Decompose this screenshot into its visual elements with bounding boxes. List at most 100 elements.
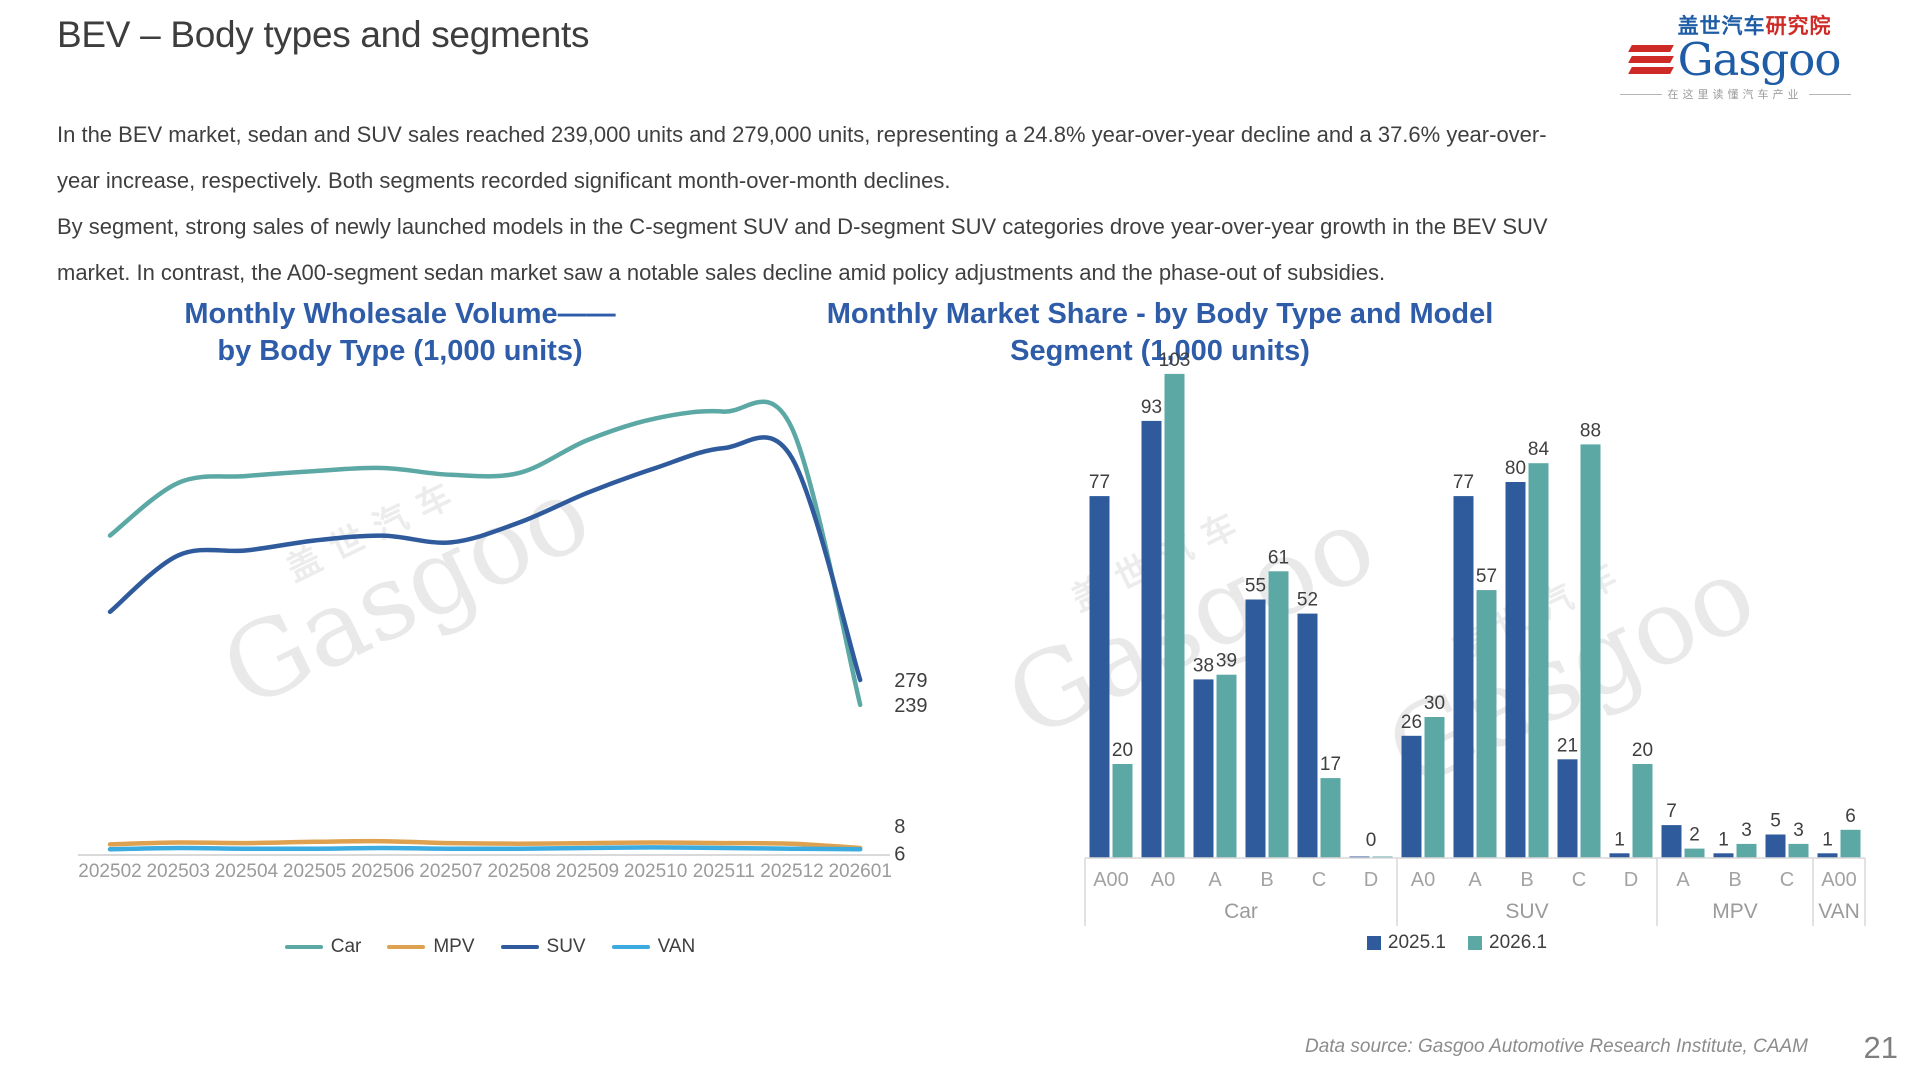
segment-tick-label: B bbox=[1260, 869, 1273, 891]
x-tick-label: 202502 bbox=[78, 861, 141, 882]
bar-value-label: 3 bbox=[1793, 820, 1804, 841]
legend-item-2026.1: 2026.1 bbox=[1468, 932, 1547, 954]
bar-mpv-c-2026.1 bbox=[1788, 843, 1809, 858]
bar-mpv-a-2025.1 bbox=[1661, 825, 1682, 858]
bar-value-label: 1 bbox=[1822, 829, 1833, 850]
bar-suv-d-2025.1 bbox=[1609, 853, 1630, 858]
bar-value-label: 1 bbox=[1718, 829, 1729, 850]
legend-item-van: VAN bbox=[611, 936, 696, 958]
bar-value-label: 5 bbox=[1770, 811, 1781, 832]
bar-value-label: 93 bbox=[1141, 397, 1162, 418]
bar-suv-a0-2026.1 bbox=[1424, 717, 1445, 858]
bar-value-label: 88 bbox=[1580, 420, 1601, 441]
segment-tick-label: A bbox=[1208, 869, 1222, 891]
x-tick-label: 202507 bbox=[419, 861, 482, 882]
legend-label: Car bbox=[330, 936, 362, 957]
bar-mpv-b-2025.1 bbox=[1713, 853, 1734, 858]
legend-item-suv: SUV bbox=[500, 936, 586, 958]
bar-chart-title-line2: Segment (1,000 units) bbox=[1010, 335, 1310, 367]
bar-chart-legend: 2025.1 2026.1 bbox=[1057, 932, 1857, 954]
bar-suv-a-2025.1 bbox=[1453, 496, 1474, 858]
gasgoo-logo: 盖世汽车研究院 Gasgoo 在这里读懂汽车产业 bbox=[1610, 16, 1860, 102]
bar-car-c-2025.1 bbox=[1297, 613, 1318, 858]
segment-tick-label: B bbox=[1728, 869, 1741, 891]
logo-chinese-name: 盖世汽车研究院 bbox=[1678, 16, 1832, 38]
legend-label: 2026.1 bbox=[1489, 932, 1548, 953]
bar-car-c-2026.1 bbox=[1320, 778, 1341, 858]
bar-value-label: 26 bbox=[1401, 712, 1422, 733]
bar-suv-b-2026.1 bbox=[1528, 463, 1549, 858]
bar-value-label: 39 bbox=[1216, 651, 1237, 672]
bar-car-a0-2026.1 bbox=[1164, 373, 1185, 858]
bar-mpv-a-2026.1 bbox=[1684, 848, 1705, 858]
bar-mpv-b-2026.1 bbox=[1736, 843, 1757, 858]
tagline-text: 在这里读懂汽车产业 bbox=[1667, 89, 1803, 101]
x-tick-label: 202510 bbox=[624, 861, 687, 882]
bar-value-label: 6 bbox=[1845, 806, 1856, 827]
series-end-label-suv: 279 bbox=[894, 670, 927, 692]
legend-label: MPV bbox=[433, 936, 475, 957]
line-chart-title-line1: Monthly Wholesale Volume—— bbox=[184, 298, 616, 330]
bar-chart-title: Monthly Market Share - by Body Type and … bbox=[810, 296, 1510, 370]
wholesale-line-chart-canvas: 202502 202503 202504 202505 202506 202507 2025… bbox=[78, 399, 928, 882]
legend-item-mpv: MPV bbox=[387, 936, 475, 958]
wholesale-line-chart: 202502 202503 202504 202505 202506 202507 2025… bbox=[60, 372, 960, 958]
tagline-rule-left bbox=[1619, 93, 1662, 95]
series-end-label-car: 239 bbox=[894, 695, 927, 717]
bar-car-a-2025.1 bbox=[1193, 679, 1214, 858]
legend-swatch-suv bbox=[500, 944, 539, 950]
bar-car-a0-2025.1 bbox=[1141, 420, 1162, 858]
group-label-van: VAN bbox=[1818, 900, 1860, 923]
bar-value-label: 3 bbox=[1741, 820, 1752, 841]
bar-suv-a0-2025.1 bbox=[1401, 735, 1422, 858]
logo-stripes-icon bbox=[1627, 45, 1674, 74]
line-chart-title: Monthly Wholesale Volume—— by Body Type … bbox=[100, 296, 700, 370]
legend-item-2025.1: 2025.1 bbox=[1366, 932, 1446, 954]
group-label-suv: SUV bbox=[1505, 900, 1548, 923]
segment-tick-label: D bbox=[1364, 869, 1378, 891]
bar-value-label: 7 bbox=[1666, 801, 1677, 822]
segment-tick-label: A00 bbox=[1821, 869, 1857, 891]
logo-cn-blue: 盖世汽车 bbox=[1677, 15, 1766, 38]
legend-label: VAN bbox=[657, 936, 696, 957]
bar-suv-b-2025.1 bbox=[1505, 482, 1526, 858]
x-tick-label: 202511 bbox=[693, 861, 755, 882]
bar-value-label: 21 bbox=[1557, 735, 1578, 756]
bar-value-label: 0 bbox=[1366, 830, 1377, 851]
bar-value-label: 77 bbox=[1089, 472, 1110, 493]
summary-paragraph-2: By segment, strong sales of newly launch… bbox=[57, 214, 1548, 285]
bar-value-label: 55 bbox=[1245, 576, 1266, 597]
x-tick-label: 202504 bbox=[215, 861, 279, 882]
segment-tick-label: A00 bbox=[1093, 869, 1129, 891]
bar-suv-a-2026.1 bbox=[1476, 590, 1497, 858]
legend-swatch-2025.1 bbox=[1366, 936, 1381, 950]
bar-value-label: 103 bbox=[1159, 350, 1191, 371]
bar-value-label: 17 bbox=[1320, 754, 1341, 775]
bar-value-label: 61 bbox=[1268, 547, 1289, 568]
bar-value-label: 77 bbox=[1453, 472, 1474, 493]
page-number: 21 bbox=[1863, 1030, 1898, 1065]
segment-tick-label: A0 bbox=[1151, 869, 1175, 891]
bar-value-label: 20 bbox=[1632, 740, 1653, 761]
logo-tagline: 在这里读懂汽车产业 bbox=[1610, 86, 1860, 102]
bar-car-a-2026.1 bbox=[1216, 674, 1237, 858]
x-tick-label: 202512 bbox=[760, 861, 823, 882]
line-chart-legend: Car MPV SUV VAN bbox=[40, 936, 940, 958]
series-end-label-mpv: 8 bbox=[894, 816, 905, 838]
segment-tick-label: B bbox=[1520, 869, 1533, 891]
bar-chart-title-line1: Monthly Market Share - by Body Type and … bbox=[826, 298, 1494, 330]
bar-suv-d-2026.1 bbox=[1632, 764, 1653, 858]
bar-value-label: 57 bbox=[1476, 566, 1497, 587]
segment-tick-label: D bbox=[1624, 869, 1638, 891]
data-source: Data source: Gasgoo Automotive Research … bbox=[1304, 1036, 1808, 1057]
legend-item-car: Car bbox=[284, 936, 362, 958]
bar-car-a00-2025.1 bbox=[1089, 496, 1110, 858]
bar-van-a00-2025.1 bbox=[1817, 853, 1838, 858]
summary-text: In the BEV market, sedan and SUV sales r… bbox=[57, 112, 1549, 296]
bar-car-a00-2026.1 bbox=[1112, 764, 1133, 858]
logo-wordmark: Gasgoo bbox=[1677, 33, 1842, 86]
bar-value-label: 1 bbox=[1614, 829, 1625, 850]
bar-suv-c-2026.1 bbox=[1580, 444, 1601, 858]
group-label-mpv: MPV bbox=[1712, 900, 1758, 923]
